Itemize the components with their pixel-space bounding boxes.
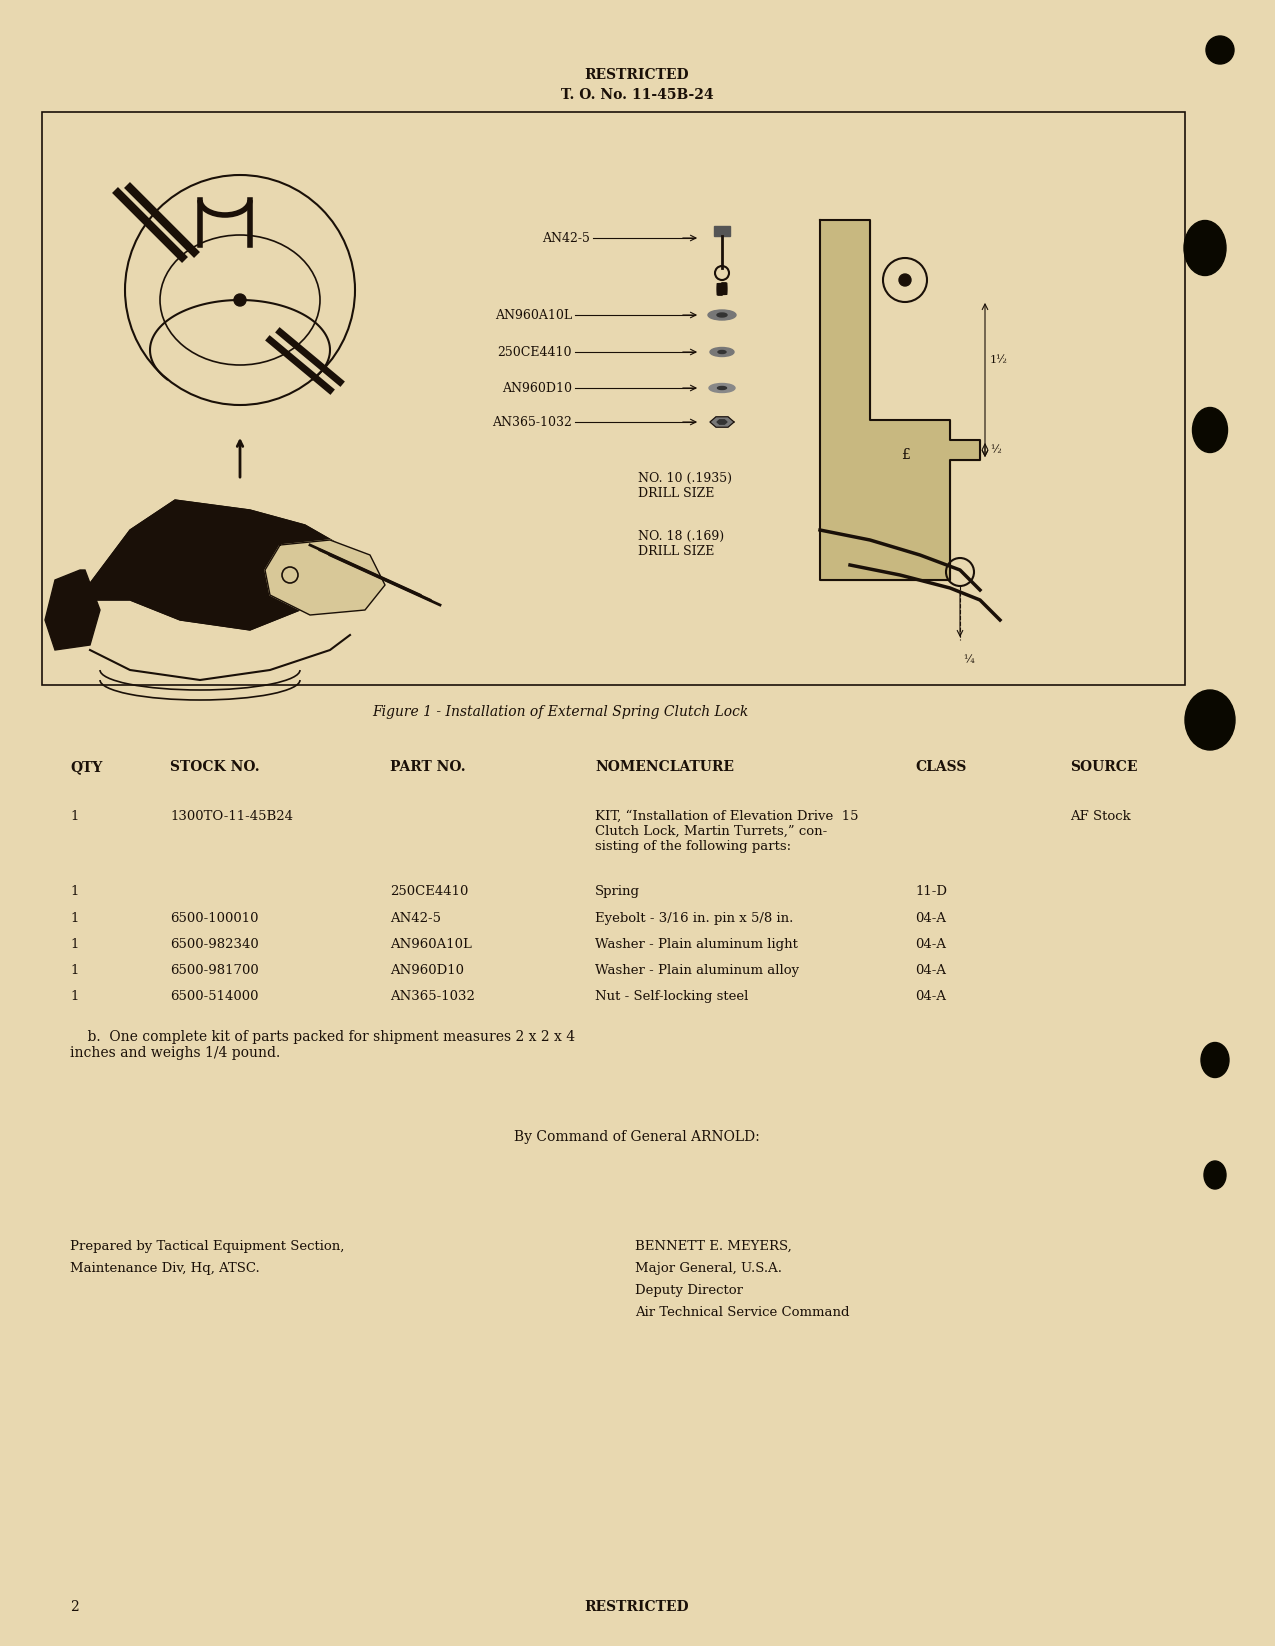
Text: 250CE4410: 250CE4410 xyxy=(497,346,572,359)
Text: NO. 18 (.169)
DRILL SIZE: NO. 18 (.169) DRILL SIZE xyxy=(638,530,724,558)
Text: 11-D: 11-D xyxy=(915,886,947,899)
Text: PART NO.: PART NO. xyxy=(390,760,465,774)
Ellipse shape xyxy=(1184,221,1227,275)
Text: AN960D10: AN960D10 xyxy=(502,382,572,395)
Text: 04-A: 04-A xyxy=(915,938,946,951)
Polygon shape xyxy=(265,540,385,616)
Text: 6500-981700: 6500-981700 xyxy=(170,965,259,978)
Text: 1: 1 xyxy=(70,886,78,899)
Text: Deputy Director: Deputy Director xyxy=(635,1284,743,1297)
Ellipse shape xyxy=(1206,36,1234,64)
Text: 1: 1 xyxy=(70,989,78,1002)
Text: Washer - Plain aluminum alloy: Washer - Plain aluminum alloy xyxy=(595,965,799,978)
Polygon shape xyxy=(717,420,727,425)
Text: 6500-514000: 6500-514000 xyxy=(170,989,259,1002)
Ellipse shape xyxy=(717,313,727,318)
Text: By Command of General ARNOLD:: By Command of General ARNOLD: xyxy=(514,1131,760,1144)
Text: 2: 2 xyxy=(70,1600,79,1615)
Text: AN960A10L: AN960A10L xyxy=(495,308,572,321)
Text: SOURCE: SOURCE xyxy=(1070,760,1137,774)
Text: CLASS: CLASS xyxy=(915,760,966,774)
Text: Maintenance Div, Hq, ATSC.: Maintenance Div, Hq, ATSC. xyxy=(70,1262,260,1276)
Text: STOCK NO.: STOCK NO. xyxy=(170,760,260,774)
Text: NOMENCLATURE: NOMENCLATURE xyxy=(595,760,734,774)
Text: 1300TO-11-45B24: 1300TO-11-45B24 xyxy=(170,810,293,823)
Text: ¼: ¼ xyxy=(963,655,974,665)
Ellipse shape xyxy=(1192,408,1228,453)
Text: b.  One complete kit of parts packed for shipment measures 2 x 2 x 4
inches and : b. One complete kit of parts packed for … xyxy=(70,1030,575,1060)
Text: Nut - Self-locking steel: Nut - Self-locking steel xyxy=(595,989,748,1002)
Text: AN365-1032: AN365-1032 xyxy=(492,415,572,428)
Text: 1: 1 xyxy=(70,810,78,823)
Text: 1: 1 xyxy=(70,965,78,978)
Text: BENNETT E. MEYERS,: BENNETT E. MEYERS, xyxy=(635,1239,792,1253)
Ellipse shape xyxy=(710,347,734,357)
Text: Prepared by Tactical Equipment Section,: Prepared by Tactical Equipment Section, xyxy=(70,1239,344,1253)
Text: AN960A10L: AN960A10L xyxy=(390,938,472,951)
Polygon shape xyxy=(710,416,734,428)
Text: ½: ½ xyxy=(989,444,1001,454)
Circle shape xyxy=(899,273,912,286)
Text: Major General, U.S.A.: Major General, U.S.A. xyxy=(635,1262,782,1276)
Ellipse shape xyxy=(718,351,725,354)
Text: 1: 1 xyxy=(70,938,78,951)
Bar xyxy=(714,226,731,235)
Ellipse shape xyxy=(1184,690,1235,751)
Circle shape xyxy=(235,295,246,306)
Text: Figure 1 - Installation of External Spring Clutch Lock: Figure 1 - Installation of External Spri… xyxy=(372,704,748,719)
Text: £: £ xyxy=(900,448,909,463)
Text: AN42-5: AN42-5 xyxy=(390,912,441,925)
Text: T. O. No. 11-45B-24: T. O. No. 11-45B-24 xyxy=(561,87,713,102)
Text: Spring: Spring xyxy=(595,886,640,899)
Text: 04-A: 04-A xyxy=(915,965,946,978)
Text: 250CE4410: 250CE4410 xyxy=(390,886,468,899)
Text: 04-A: 04-A xyxy=(915,989,946,1002)
Text: RESTRICTED: RESTRICTED xyxy=(585,1600,690,1615)
Polygon shape xyxy=(70,500,340,630)
Text: 6500-982340: 6500-982340 xyxy=(170,938,259,951)
Text: Eyebolt - 3/16 in. pin x 5/8 in.: Eyebolt - 3/16 in. pin x 5/8 in. xyxy=(595,912,793,925)
Text: 6500-100010: 6500-100010 xyxy=(170,912,259,925)
Text: Washer - Plain aluminum light: Washer - Plain aluminum light xyxy=(595,938,798,951)
Ellipse shape xyxy=(718,387,727,390)
Text: AN365-1032: AN365-1032 xyxy=(390,989,474,1002)
Text: AN42-5: AN42-5 xyxy=(542,232,590,245)
Text: 1: 1 xyxy=(70,912,78,925)
Text: AF Stock: AF Stock xyxy=(1070,810,1131,823)
Text: AN960D10: AN960D10 xyxy=(390,965,464,978)
Ellipse shape xyxy=(709,384,734,392)
Polygon shape xyxy=(820,221,980,579)
Polygon shape xyxy=(45,570,99,650)
Text: RESTRICTED: RESTRICTED xyxy=(585,67,690,82)
Text: NO. 10 (.1935)
DRILL SIZE: NO. 10 (.1935) DRILL SIZE xyxy=(638,472,732,500)
Text: 1½: 1½ xyxy=(989,356,1007,365)
Bar xyxy=(42,112,1184,685)
Text: KIT, “Installation of Elevation Drive  15
Clutch Lock, Martin Turrets,” con-
sis: KIT, “Installation of Elevation Drive 15… xyxy=(595,810,858,853)
Text: Air Technical Service Command: Air Technical Service Command xyxy=(635,1305,849,1318)
Ellipse shape xyxy=(708,309,736,319)
Ellipse shape xyxy=(1201,1042,1229,1078)
Ellipse shape xyxy=(1204,1160,1227,1188)
Text: 04-A: 04-A xyxy=(915,912,946,925)
Text: QTY: QTY xyxy=(70,760,102,774)
